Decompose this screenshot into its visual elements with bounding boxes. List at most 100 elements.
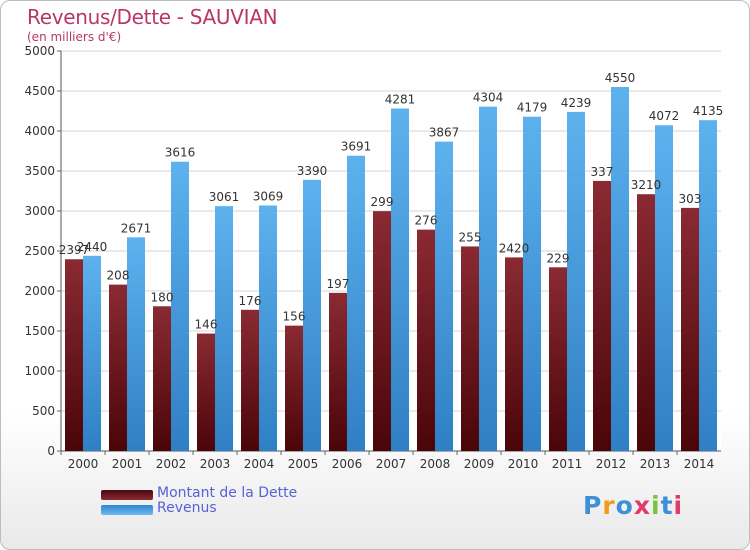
x-tick-label: 2004 [244,457,275,471]
legend-label-dette: Montant de la Dette [157,485,298,501]
bar-dette [637,194,655,451]
data-label-revenus: 3691 [341,140,372,154]
bar-revenus [391,108,409,452]
bar-revenus [611,87,629,451]
bar-revenus [215,206,233,451]
data-label-revenus: 3867 [429,126,460,140]
x-tick-label: 2012 [596,457,627,471]
data-label-revenus: 4072 [649,109,680,123]
y-tick-label: 2500 [24,244,55,258]
bar-dette [373,211,391,451]
data-label-revenus: 4550 [605,71,636,85]
bar-dette [505,257,523,451]
bar-dette [417,229,435,451]
x-tick-label: 2005 [288,457,319,471]
data-label-dette: 3210 [631,178,662,192]
bar-revenus [655,125,673,452]
bar-dette [197,333,215,451]
y-tick-label: 3500 [24,164,55,178]
bar-dette [65,259,83,451]
logo-letter: P [583,491,603,520]
bar-dette [549,267,567,451]
y-tick-label: 4500 [24,84,55,98]
logo-letter: i [673,491,684,520]
data-label-dette: 276 [415,214,438,228]
x-tick-label: 2002 [156,457,187,471]
data-label-dette: 176 [239,294,262,308]
data-label-dette: 255 [459,230,482,244]
data-label-revenus: 2440 [77,240,108,254]
y-tick-label: 1000 [24,364,55,378]
y-tick-label: 5000 [24,44,55,58]
data-label-revenus: 4239 [561,96,592,110]
bar-revenus [347,155,365,451]
data-label-dette: 208 [107,269,130,283]
bar-revenus [523,116,541,452]
data-label-revenus: 4179 [517,101,548,115]
data-label-dette: 2420 [499,241,530,255]
bar-dette [329,292,347,451]
data-label-revenus: 4135 [693,104,724,118]
bar-dette [681,207,699,451]
y-tick-label: 1500 [24,324,55,338]
chart-subtitle: (en milliers d'€) [27,30,122,44]
data-label-revenus: 3061 [209,190,240,204]
bar-revenus [699,120,717,451]
bar-dette [593,180,611,452]
y-tick-label: 2000 [24,284,55,298]
y-tick-label: 4000 [24,124,55,138]
x-tick-label: 2006 [332,457,363,471]
bar-dette [285,325,303,451]
x-tick-label: 2001 [112,457,143,471]
x-tick-label: 2009 [464,457,495,471]
x-tick-label: 2008 [420,457,451,471]
data-label-revenus: 2671 [121,221,152,235]
bar-dette [109,284,127,451]
data-label-dette: 337 [591,165,614,179]
bar-revenus [171,161,189,451]
logo-letter: o [615,491,634,520]
data-label-dette: 303 [679,192,702,206]
data-label-dette: 197 [327,277,350,291]
data-label-revenus: 3390 [297,164,328,178]
x-tick-label: 2011 [552,457,583,471]
x-tick-label: 2003 [200,457,231,471]
data-label-revenus: 4281 [385,93,416,107]
x-tick-label: 2014 [684,457,715,471]
bar-revenus [259,205,277,451]
bar-revenus [303,179,321,452]
legend-label-revenus: Revenus [157,500,217,516]
legend-swatch-dette [101,490,153,500]
y-tick-label: 3000 [24,204,55,218]
data-label-revenus: 3616 [165,146,196,160]
logo-letter: r [602,491,616,520]
data-label-revenus: 3069 [253,189,284,203]
data-label-dette: 229 [547,251,570,265]
bar-revenus [83,255,101,451]
bar-revenus [127,237,145,451]
x-tick-label: 2013 [640,457,671,471]
x-tick-label: 2007 [376,457,407,471]
bar-dette [153,306,171,451]
data-label-dette: 180 [151,290,174,304]
bar-dette [461,246,479,451]
bar-dette [241,309,259,451]
x-tick-label: 2010 [508,457,539,471]
data-label-dette: 2397 [59,243,90,257]
bar-revenus [479,106,497,452]
bar-revenus [567,111,585,451]
chart-title: Revenus/Dette - SAUVIAN [27,5,278,29]
logo-letter: t [660,491,674,520]
logo-letter: x [633,491,651,520]
y-tick-label: 0 [47,444,55,458]
data-label-dette: 146 [195,318,218,332]
legend-swatch-revenus [101,505,153,515]
proxiti-logo: Proxiti [583,491,683,520]
bar-revenus [435,141,453,451]
data-label-revenus: 4304 [473,91,504,105]
logo-letter: i [651,491,661,520]
data-label-dette: 299 [371,195,394,209]
data-label-dette: 156 [283,310,306,324]
